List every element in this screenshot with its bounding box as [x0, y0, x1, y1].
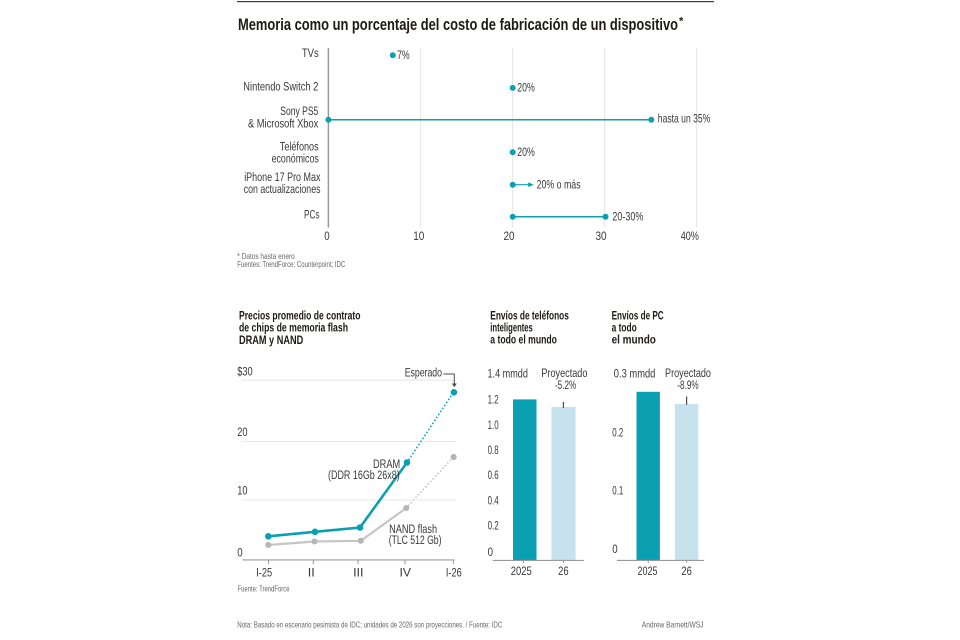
svg-text:$30: $30 — [237, 365, 253, 379]
svg-text:Andrew Barnett/WSJ: Andrew Barnett/WSJ — [642, 620, 704, 630]
svg-text:20% o más: 20% o más — [537, 177, 581, 191]
svg-text:0: 0 — [324, 229, 330, 243]
svg-text:inteligentes: inteligentes — [490, 321, 533, 335]
svg-text:20: 20 — [503, 229, 514, 243]
svg-text:& Microsoft Xbox: & Microsoft Xbox — [248, 117, 319, 131]
svg-text:40%: 40% — [681, 229, 699, 243]
svg-text:20%: 20% — [517, 81, 535, 95]
svg-text:con actualizaciones: con actualizaciones — [244, 182, 321, 196]
svg-text:Memoria como un porcentaje del: Memoria como un porcentaje del costo de … — [238, 15, 678, 34]
svg-text:(TLC 512 Gb): (TLC 512 Gb) — [389, 533, 442, 547]
svg-text:IV: IV — [399, 565, 411, 579]
svg-text:0.8: 0.8 — [488, 443, 499, 457]
svg-text:20: 20 — [237, 425, 247, 439]
svg-text:20-30%: 20-30% — [612, 210, 643, 224]
svg-text:0.4: 0.4 — [488, 493, 499, 507]
svg-text:Fuente: TrendForce: Fuente: TrendForce — [238, 584, 290, 594]
svg-text:26: 26 — [681, 564, 692, 578]
svg-text:2025: 2025 — [511, 564, 532, 578]
svg-text:30: 30 — [595, 229, 606, 243]
svg-text:Envíos de PC: Envíos de PC — [612, 309, 664, 323]
svg-text:TVs: TVs — [302, 46, 319, 60]
svg-text:Envíos de teléfonos: Envíos de teléfonos — [490, 309, 569, 323]
svg-text:hasta un 35%: hasta un 35% — [658, 112, 711, 126]
svg-text:de chips de memoria flash: de chips de memoria flash — [239, 321, 348, 335]
svg-text:0.6: 0.6 — [488, 468, 499, 482]
svg-text:0.2: 0.2 — [612, 425, 623, 439]
svg-text:a todo: a todo — [612, 321, 637, 335]
svg-text:26: 26 — [558, 564, 569, 578]
svg-text:10: 10 — [413, 229, 424, 243]
svg-text:(DDR 16Gb 26x8): (DDR 16Gb 26x8) — [328, 468, 400, 482]
svg-text:1.0: 1.0 — [488, 418, 499, 432]
svg-text:0: 0 — [488, 545, 494, 559]
svg-text:*: * — [679, 16, 684, 28]
svg-text:20%: 20% — [517, 145, 535, 159]
svg-text:Esperado: Esperado — [405, 365, 442, 379]
svg-text:0.2: 0.2 — [488, 519, 499, 533]
svg-text:0.3 mmdd: 0.3 mmdd — [614, 367, 656, 381]
svg-text:DRAM: DRAM — [373, 457, 400, 471]
svg-text:II: II — [308, 565, 315, 579]
svg-text:1.4 mmdd: 1.4 mmdd — [488, 367, 529, 381]
svg-text:0.1: 0.1 — [612, 484, 623, 498]
svg-text:Fuentes: TrendForce; Counterpo: Fuentes: TrendForce; Counterpoint; IDC — [237, 259, 345, 269]
svg-text:0: 0 — [237, 545, 243, 559]
svg-text:7%: 7% — [397, 48, 410, 62]
svg-text:el mundo: el mundo — [612, 333, 656, 347]
svg-text:-8.9%: -8.9% — [677, 378, 698, 392]
svg-text:* Datos hasta enero: * Datos hasta enero — [237, 251, 295, 261]
svg-text:Precios promedio de contrato: Precios promedio de contrato — [239, 309, 361, 323]
svg-text:Sony PS5: Sony PS5 — [280, 104, 318, 118]
svg-text:NAND flash: NAND flash — [389, 522, 437, 536]
svg-text:-5.2%: -5.2% — [555, 378, 576, 392]
svg-text:Nota: Basado en escenario pesi: Nota: Basado en escenario pesimista de I… — [237, 620, 502, 630]
svg-text:III: III — [353, 565, 363, 579]
svg-text:DRAM y NAND: DRAM y NAND — [239, 333, 303, 347]
svg-text:Proyectado: Proyectado — [541, 366, 587, 380]
svg-text:económicos: económicos — [272, 152, 319, 166]
svg-text:a todo el mundo: a todo el mundo — [490, 333, 557, 347]
svg-text:0: 0 — [612, 542, 618, 556]
svg-text:I-25: I-25 — [256, 565, 272, 579]
svg-text:1.2: 1.2 — [488, 393, 499, 407]
svg-text:10: 10 — [237, 484, 247, 498]
svg-text:PCs: PCs — [304, 208, 320, 222]
svg-text:Nintendo Switch 2: Nintendo Switch 2 — [243, 79, 318, 93]
svg-text:Teléfonos: Teléfonos — [280, 140, 319, 154]
svg-text:iPhone 17 Pro Max: iPhone 17 Pro Max — [244, 170, 321, 184]
svg-text:I-26: I-26 — [446, 565, 462, 579]
svg-text:Proyectado: Proyectado — [665, 366, 711, 380]
svg-text:2025: 2025 — [638, 564, 658, 578]
